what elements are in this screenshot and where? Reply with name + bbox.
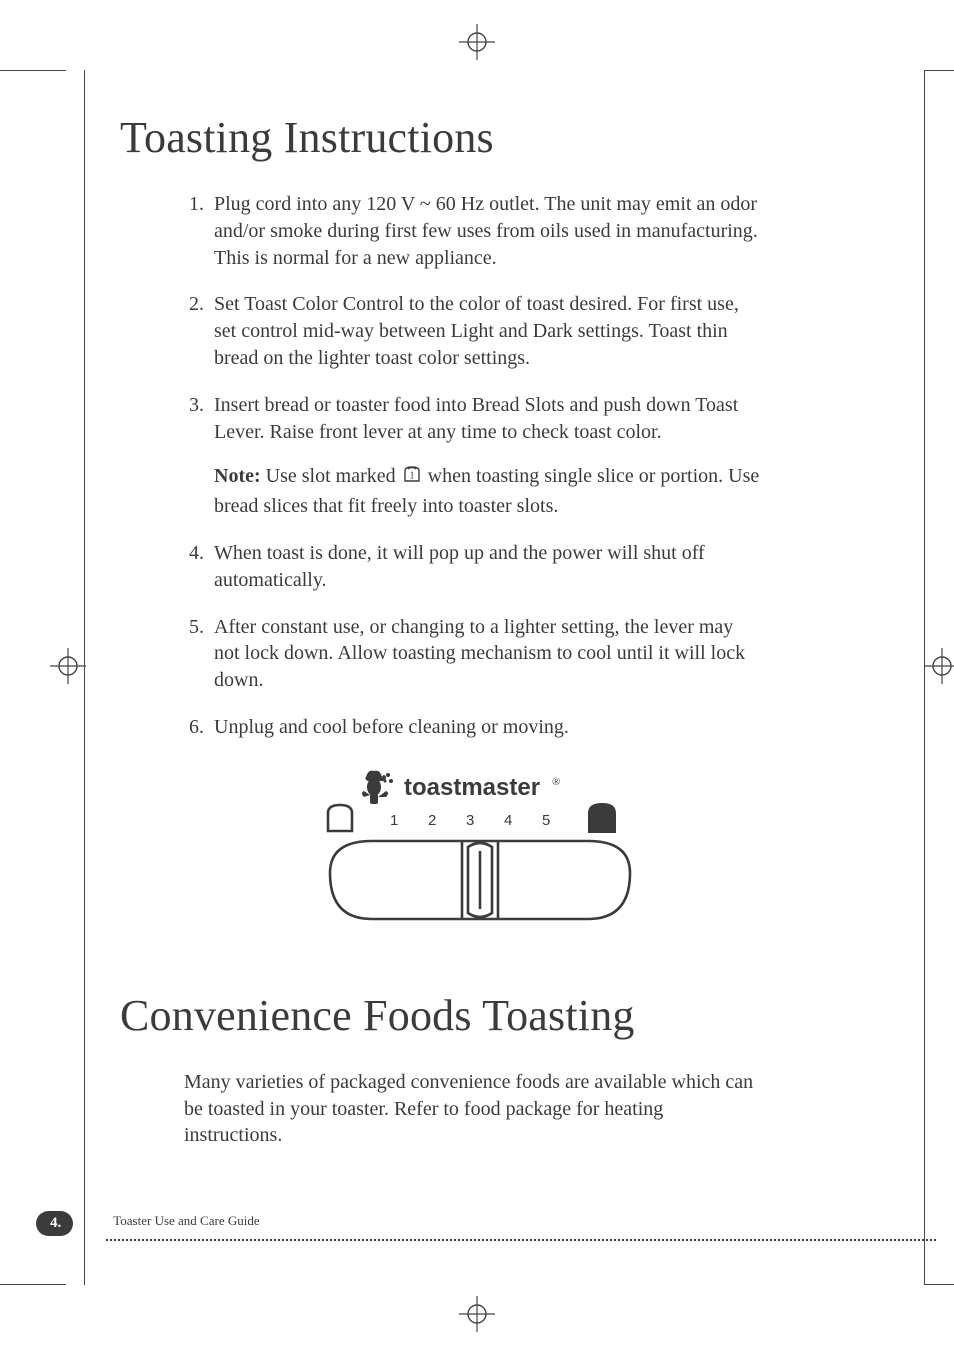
list-item: 2. Set Toast Color Control to the color … <box>184 291 760 371</box>
page-footer: 4. Toaster Use and Care Guide <box>36 1211 931 1241</box>
step-text: Unplug and cool before cleaning or movin… <box>214 714 760 741</box>
step-number: 5. <box>184 614 214 694</box>
registration-mark-icon <box>924 648 954 684</box>
svg-text:toastmaster: toastmaster <box>404 774 540 801</box>
svg-text:1: 1 <box>390 812 398 829</box>
svg-text:5: 5 <box>542 812 550 829</box>
step-text: Plug cord into any 120 V ~ 60 Hz outlet.… <box>214 191 760 271</box>
note-text-before-icon: Use slot marked <box>261 465 401 487</box>
registration-mark-icon <box>50 648 86 684</box>
heading-convenience-foods: Convenience Foods Toasting <box>120 990 890 1041</box>
step-number: 4. <box>184 540 214 594</box>
step-text: Insert bread or toaster food into Bread … <box>214 392 760 520</box>
note-label: Note: <box>214 465 261 487</box>
step-text: After constant use, or changing to a lig… <box>214 614 760 694</box>
page-content: Toasting Instructions 1. Plug cord into … <box>120 112 890 1149</box>
step-text-a: Insert bread or toaster food into Bread … <box>214 394 738 443</box>
svg-text:®: ® <box>552 776 560 788</box>
step-number: 1. <box>184 191 214 271</box>
footer-doc-title: Toaster Use and Care Guide <box>113 1213 259 1229</box>
instruction-list: 1. Plug cord into any 120 V ~ 60 Hz outl… <box>120 191 760 741</box>
convenience-paragraph: Many varieties of packaged convenience f… <box>120 1069 760 1149</box>
heading-toasting-instructions: Toasting Instructions <box>120 112 890 163</box>
step-text: Set Toast Color Control to the color of … <box>214 291 760 371</box>
single-slot-icon: 1 <box>401 463 423 493</box>
footer-dotted-rule <box>106 1239 936 1241</box>
list-item: 5. After constant use, or changing to a … <box>184 614 760 694</box>
list-item: 4. When toast is done, it will pop up an… <box>184 540 760 594</box>
note-block: Note: Use slot marked 1 when toasting si… <box>214 463 760 520</box>
step-number: 6. <box>184 714 214 741</box>
svg-text:4: 4 <box>504 812 512 829</box>
registration-mark-icon <box>459 24 495 60</box>
svg-text:3: 3 <box>466 812 474 829</box>
list-item: 3. Insert bread or toaster food into Bre… <box>184 392 760 520</box>
registration-mark-icon <box>459 1296 495 1332</box>
step-number: 2. <box>184 291 214 371</box>
step-number: 3. <box>184 392 214 520</box>
svg-text:1: 1 <box>409 471 414 482</box>
svg-text:2: 2 <box>428 812 436 829</box>
list-item: 6. Unplug and cool before cleaning or mo… <box>184 714 760 741</box>
step-text: When toast is done, it will pop up and t… <box>214 540 760 594</box>
toaster-diagram: toastmaster ® 1 2 3 4 5 <box>320 761 890 946</box>
page-number-badge: 4. <box>36 1211 73 1236</box>
list-item: 1. Plug cord into any 120 V ~ 60 Hz outl… <box>184 191 760 271</box>
